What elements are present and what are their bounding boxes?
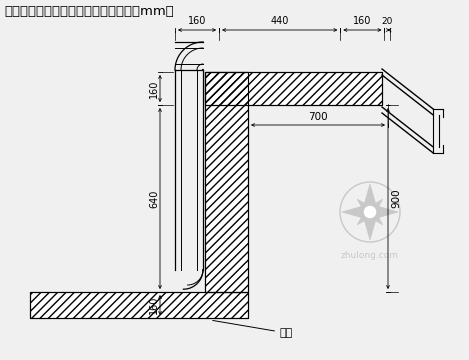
Polygon shape — [362, 184, 378, 212]
Polygon shape — [342, 204, 370, 220]
Polygon shape — [357, 199, 373, 216]
Text: zhulong.com: zhulong.com — [341, 252, 399, 261]
Text: 阳角防撞扶手固定点示意图；（单位：mm）: 阳角防撞扶手固定点示意图；（单位：mm） — [4, 5, 174, 18]
Text: 640: 640 — [149, 189, 159, 208]
Text: 900: 900 — [391, 189, 401, 208]
Bar — [30, 292, 248, 318]
Polygon shape — [357, 208, 373, 225]
Text: 160: 160 — [353, 16, 371, 26]
Circle shape — [363, 205, 377, 219]
Text: 20: 20 — [382, 17, 393, 26]
Bar — [30, 292, 248, 318]
Bar — [205, 72, 248, 292]
Polygon shape — [366, 208, 383, 225]
Bar — [205, 72, 248, 292]
Text: 160: 160 — [149, 296, 159, 314]
Polygon shape — [366, 199, 383, 216]
Polygon shape — [370, 204, 398, 220]
Text: 160: 160 — [188, 16, 206, 26]
Bar — [205, 72, 382, 105]
Bar — [205, 72, 248, 292]
Text: 700: 700 — [308, 112, 328, 122]
Text: 440: 440 — [271, 16, 289, 26]
Polygon shape — [362, 212, 378, 240]
Text: 160: 160 — [149, 79, 159, 98]
Text: 墙体: 墙体 — [213, 320, 293, 338]
Bar — [30, 292, 248, 318]
Bar — [205, 72, 382, 105]
Bar — [205, 72, 382, 105]
